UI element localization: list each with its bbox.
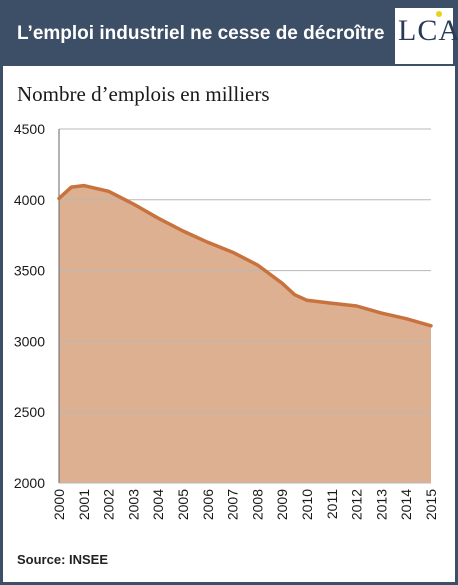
y-tick-label: 2500 — [14, 404, 45, 420]
x-tick-label: 2000 — [51, 489, 67, 520]
y-tick-label: 4000 — [14, 192, 45, 208]
x-tick-label: 2007 — [225, 489, 241, 520]
x-tick-label: 2010 — [299, 489, 315, 520]
x-tick-label: 2014 — [398, 489, 414, 520]
header-bar: L’emploi industriel ne cesse de décroîtr… — [3, 3, 458, 66]
page-title: L’emploi industriel ne cesse de décroîtr… — [17, 23, 385, 44]
x-tick-label: 2013 — [373, 489, 389, 520]
y-tick-label: 3500 — [14, 263, 45, 279]
x-tick-label: 2006 — [200, 489, 216, 520]
lca-logo: LCA — [395, 8, 458, 64]
x-tick-label: 2002 — [101, 489, 117, 520]
x-tick-label: 2015 — [423, 489, 439, 520]
x-tick-label: 2004 — [150, 489, 166, 520]
area-fill — [59, 185, 431, 483]
x-tick-label: 2001 — [76, 489, 92, 520]
x-tick-label: 2009 — [274, 489, 290, 520]
y-tick-label: 4500 — [14, 121, 45, 137]
logo-accent-dot — [436, 11, 442, 17]
x-tick-label: 2005 — [175, 489, 191, 520]
source-note: Source: INSEE — [17, 552, 109, 567]
chart-title: Nombre d’emplois en milliers — [17, 82, 270, 106]
y-tick-label: 3000 — [14, 333, 45, 349]
x-tick-label: 2008 — [249, 489, 265, 520]
y-tick-label: 2000 — [14, 475, 45, 491]
series-line — [57, 183, 433, 328]
x-tick-label: 2011 — [324, 489, 340, 519]
x-tick-label: 2003 — [125, 489, 141, 520]
logo-text: LCA — [398, 14, 458, 47]
x-tick-label: 2012 — [349, 489, 365, 520]
